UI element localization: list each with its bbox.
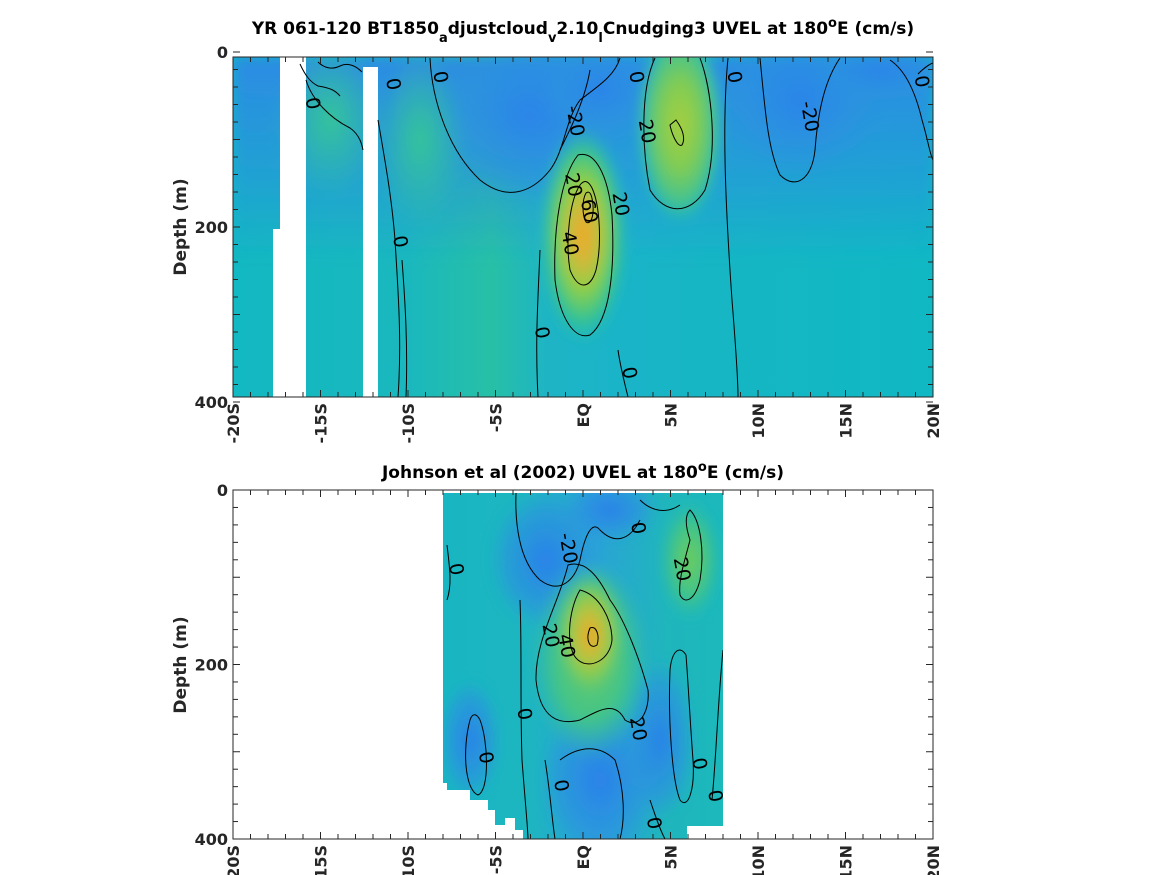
panel-obs: Johnson et al (2002) UVEL at 180oE (cm/s…: [171, 460, 943, 875]
panel-obs-yticklabels: 0 200 400: [195, 481, 228, 849]
contour-label: 0: [703, 788, 727, 804]
x-tick-label: EQ: [574, 845, 593, 870]
contour-label: 0: [687, 756, 711, 772]
x-tick-label: EQ: [574, 403, 593, 428]
contour-label: 0: [722, 69, 746, 85]
contour-label: 0: [388, 234, 412, 250]
y-tick-label: 0: [217, 481, 228, 500]
contour-label: 0: [549, 778, 573, 794]
panel-obs-xticklabels: -20S -15S -10S -5S EQ 5N 10N 15N 20N: [224, 845, 943, 875]
contour-lines: [299, 57, 933, 397]
contour-label: 0: [626, 520, 650, 536]
contour-label: 40: [557, 230, 583, 258]
contour-label: 20: [669, 555, 695, 583]
x-tick-label: -5S: [487, 403, 506, 432]
x-tick-label: 10N: [749, 845, 768, 875]
panel-model-ylabel: Depth (m): [171, 178, 191, 275]
panel-model-title: YR 061-120 BT1850adjustcloudv2.10lCnudgi…: [251, 16, 914, 46]
y-tick-label: 200: [195, 656, 228, 675]
contour-label: 0: [530, 325, 554, 341]
y-tick-label: 200: [195, 218, 228, 237]
panel-obs-ticks: [232, 489, 934, 840]
panel-model-field: 0 0 0 0 0 0 0 0 0 -20 -20 20 20 20 40 60: [233, 57, 934, 397]
contour-label: 20: [560, 171, 586, 199]
x-tick-label: 10N: [749, 403, 768, 439]
y-tick-label: 400: [195, 830, 228, 849]
panel-model-xticklabels: -20S -15S -10S -5S EQ 5N 10N 15N 20N: [224, 403, 943, 443]
contour-label: 40: [553, 632, 579, 660]
x-tick-label: 20N: [924, 403, 943, 439]
y-tick-label: 400: [195, 393, 228, 412]
contour-label: 0: [474, 750, 498, 766]
x-tick-label: -10S: [399, 403, 418, 443]
y-tick-label: 0: [217, 43, 228, 62]
x-tick-label: -10S: [399, 845, 418, 875]
contour-label: 0: [428, 69, 452, 85]
contour-label: -20: [561, 104, 588, 138]
contour-labels: 0 0 0 0 0 0 0 0 0 -20 -20 20 20 20 40 60: [301, 69, 934, 381]
x-tick-label: 15N: [837, 845, 856, 875]
contour-label: 0: [624, 69, 648, 85]
contour-label: -20: [554, 531, 581, 565]
x-tick-label: 5N: [662, 845, 681, 870]
contour-label: 0: [642, 815, 666, 831]
panel-obs-title: Johnson et al (2002) UVEL at 180oE (cm/s…: [381, 460, 784, 483]
contour-label: -20: [796, 99, 823, 133]
x-tick-label: 5N: [662, 403, 681, 428]
x-tick-label: -15S: [312, 845, 331, 875]
contour-label: 0: [512, 706, 536, 722]
panel-model: YR 061-120 BT1850adjustcloudv2.10lCnudgi…: [171, 16, 943, 443]
contour-label: 0: [444, 561, 468, 577]
contour-label: 20: [634, 118, 660, 146]
x-tick-label: -15S: [312, 403, 331, 443]
x-tick-label: -5S: [487, 845, 506, 874]
panel-model-ticks: [232, 51, 934, 403]
panel-model-yticklabels: 0 200 400: [195, 43, 228, 412]
x-tick-label: 20N: [924, 845, 943, 875]
x-tick-label: 15N: [837, 403, 856, 439]
contour-label: 20: [625, 715, 651, 743]
contour-label: 0: [910, 74, 934, 90]
contour-label: 20: [607, 190, 633, 218]
panel-obs-ylabel: Depth (m): [171, 616, 191, 713]
contour-lines: [446, 493, 723, 839]
x-tick-label: -20S: [224, 845, 243, 875]
contour-label: 0: [301, 96, 325, 112]
contour-label: 0: [617, 365, 641, 381]
x-tick-label: -20S: [224, 403, 243, 443]
contour-label: 60: [576, 197, 602, 225]
contour-label: 20: [537, 622, 563, 650]
contour-label: 0: [381, 76, 405, 92]
